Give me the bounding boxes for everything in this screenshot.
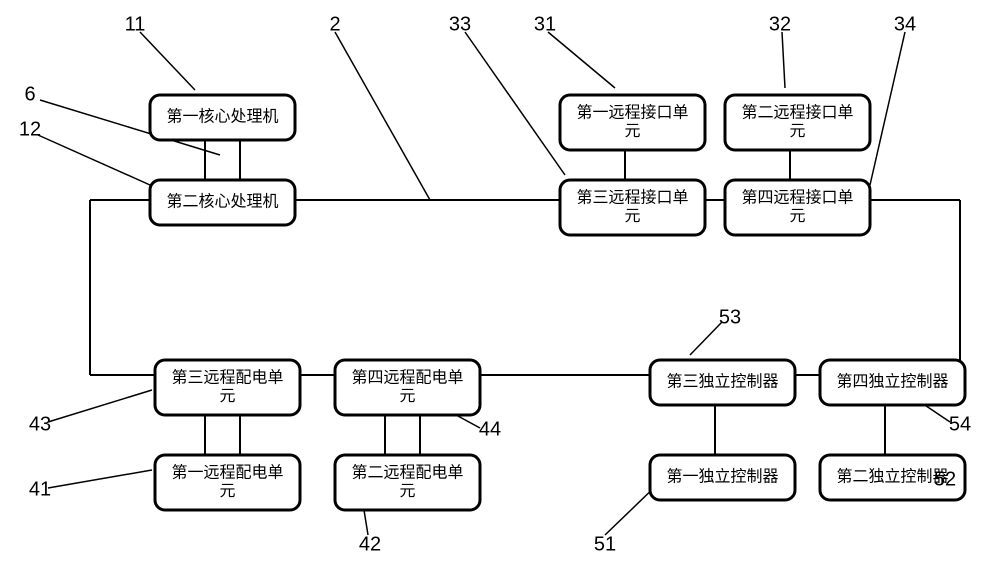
- node-n54: 第四独立控制器: [820, 360, 965, 405]
- node-label: 第一核心处理机: [166, 108, 278, 126]
- node-n31: 第一远程接口单元: [560, 95, 705, 150]
- callout-12: 12: [19, 118, 41, 140]
- callout-32: 32: [769, 13, 791, 35]
- node-label: 第四远程接口单: [741, 189, 853, 207]
- callout-34: 34: [894, 13, 916, 35]
- callout-11: 11: [125, 13, 146, 35]
- node-label: 元: [789, 208, 805, 225]
- node-n44: 第四远程配电单元: [335, 360, 480, 415]
- callout-44: 44: [479, 418, 501, 440]
- callout-41: 41: [29, 478, 51, 500]
- node-label: 元: [399, 483, 415, 500]
- node-n33: 第三远程接口单元: [560, 180, 705, 235]
- node-label: 第三独立控制器: [666, 373, 778, 391]
- callout-52: 52: [934, 468, 956, 490]
- node-label: 第一远程配电单: [171, 464, 283, 482]
- node-n11: 第一核心处理机: [150, 95, 295, 140]
- node-label: 第二远程接口单: [741, 104, 853, 122]
- node-label: 第三远程配电单: [171, 369, 283, 387]
- node-n42: 第二远程配电单元: [335, 455, 480, 510]
- node-label: 第二独立控制器: [836, 468, 948, 486]
- callout-31: 31: [534, 13, 556, 35]
- node-label: 第二远程配电单: [351, 464, 463, 482]
- callout-54: 54: [949, 413, 971, 435]
- callout-43: 43: [29, 413, 51, 435]
- node-label: 元: [789, 123, 805, 140]
- callout-33: 33: [449, 13, 471, 35]
- node-n53: 第三独立控制器: [650, 360, 795, 405]
- node-label: 元: [219, 483, 235, 500]
- callout-53: 53: [719, 306, 741, 328]
- node-label: 第三远程接口单: [576, 189, 688, 207]
- nodes: 第一核心处理机第二核心处理机第一远程接口单元第二远程接口单元第三远程接口单元第四…: [150, 95, 965, 510]
- node-n34: 第四远程接口单元: [725, 180, 870, 235]
- callout-42: 42: [359, 533, 381, 555]
- node-n41: 第一远程配电单元: [155, 455, 300, 510]
- node-label: 元: [624, 208, 640, 225]
- callout-2: 2: [329, 13, 340, 35]
- node-label: 第四远程配电单: [351, 369, 463, 387]
- node-label: 元: [624, 123, 640, 140]
- node-n43: 第三远程配电单元: [155, 360, 300, 415]
- node-n32: 第二远程接口单元: [725, 95, 870, 150]
- node-label: 第一独立控制器: [666, 468, 778, 486]
- node-label: 第四独立控制器: [836, 373, 948, 391]
- node-label: 元: [219, 388, 235, 405]
- callout-6: 6: [24, 83, 35, 105]
- node-n51: 第一独立控制器: [650, 455, 795, 500]
- node-label: 第二核心处理机: [166, 193, 278, 211]
- block-diagram: 第一核心处理机第二核心处理机第一远程接口单元第二远程接口单元第三远程接口单元第四…: [0, 0, 1000, 580]
- node-n12: 第二核心处理机: [150, 180, 295, 225]
- callout-51: 51: [594, 533, 616, 555]
- node-label: 元: [399, 388, 415, 405]
- node-label: 第一远程接口单: [576, 104, 688, 122]
